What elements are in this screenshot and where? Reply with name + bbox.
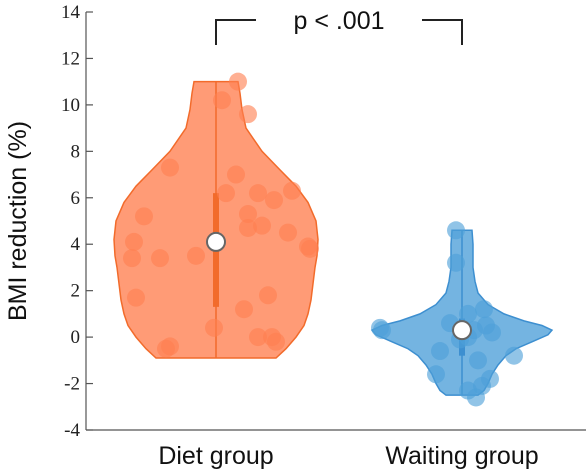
data-point	[235, 300, 253, 319]
y-ticks: -4 -2 0 2 4 6 8 10 12 14	[61, 2, 93, 441]
plot-area	[113, 72, 554, 407]
data-point	[373, 321, 391, 340]
y-tick-label: 2	[71, 281, 81, 302]
data-point	[301, 239, 319, 258]
data-point	[265, 191, 283, 210]
data-point	[205, 318, 223, 337]
data-point	[469, 351, 487, 370]
data-point	[267, 332, 285, 351]
data-point	[431, 342, 449, 361]
data-point	[283, 181, 301, 200]
data-point	[259, 286, 277, 305]
data-point	[249, 328, 267, 347]
y-tick-label: 6	[71, 188, 81, 209]
data-point	[217, 184, 235, 203]
y-tick-label: 0	[71, 327, 81, 348]
data-point	[447, 253, 465, 272]
data-point	[123, 249, 141, 268]
data-point	[213, 91, 231, 110]
data-point	[253, 216, 271, 235]
data-point	[505, 346, 523, 365]
data-point	[135, 207, 153, 226]
x-category-label-diet: Diet group	[158, 442, 273, 470]
y-tick-label: 4	[71, 234, 81, 255]
data-point	[447, 221, 465, 240]
y-axis-label: BMI reduction (%)	[4, 121, 32, 321]
data-point	[239, 105, 257, 124]
data-point	[127, 288, 145, 307]
y-tick-label: -2	[64, 374, 80, 395]
data-point	[227, 165, 245, 184]
x-category-label-waiting: Waiting group	[385, 442, 538, 470]
data-point	[459, 304, 477, 323]
p-value-annotation: p < .001	[293, 7, 384, 35]
data-point	[483, 323, 501, 342]
y-tick-label: 8	[71, 141, 81, 162]
data-point	[187, 246, 205, 265]
data-point	[239, 218, 257, 237]
y-tick-label: 12	[61, 48, 80, 69]
median-marker	[206, 231, 226, 252]
significance-bracket: p < .001	[215, 7, 463, 45]
data-point	[229, 72, 247, 91]
data-point	[467, 388, 485, 407]
data-point	[427, 365, 445, 384]
median-marker	[452, 320, 472, 341]
bracket-line	[215, 19, 463, 45]
data-point	[279, 223, 297, 242]
data-point	[161, 158, 179, 177]
y-tick-label: 10	[61, 95, 80, 116]
data-point	[157, 339, 175, 358]
data-point	[249, 184, 267, 203]
y-tick-label: -4	[64, 420, 80, 441]
data-point	[125, 232, 143, 251]
violin-group-1	[370, 221, 554, 407]
y-tick-label: 14	[61, 2, 81, 23]
violin-group-0	[113, 72, 319, 359]
data-point	[151, 249, 169, 268]
data-point	[475, 300, 493, 319]
data-point	[239, 205, 257, 224]
